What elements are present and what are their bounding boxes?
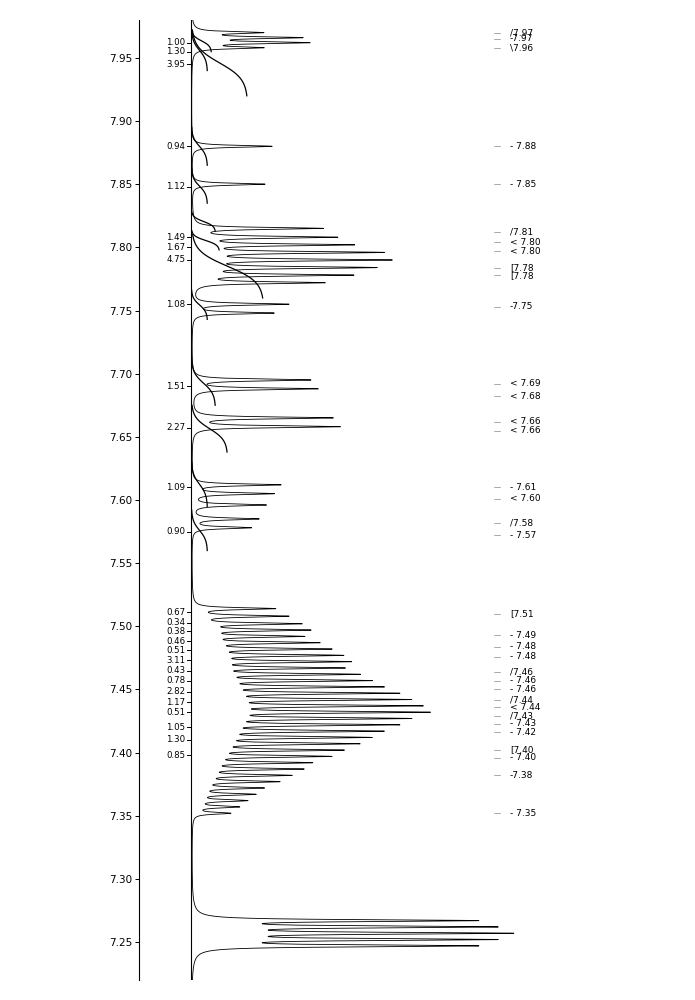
Text: [7.78: [7.78 [510,263,534,272]
Text: < 7.69: < 7.69 [510,379,541,388]
Text: /7.58: /7.58 [510,518,533,527]
Text: 0.78: 0.78 [166,676,186,685]
Text: - 7.48: - 7.48 [510,652,536,661]
Text: -7.38: -7.38 [510,771,533,780]
Text: -7.97: -7.97 [510,34,533,43]
Text: 1.00: 1.00 [166,38,186,47]
Text: - 7.48: - 7.48 [510,642,536,651]
Text: 0.67: 0.67 [166,608,186,617]
Text: 0.94: 0.94 [166,142,186,151]
Text: [7.78: [7.78 [510,271,534,280]
Text: 1.05: 1.05 [166,723,186,732]
Text: < 7.80: < 7.80 [510,238,541,247]
Text: - 7.61: - 7.61 [510,483,536,492]
Text: 1.08: 1.08 [166,300,186,309]
Text: 2.82: 2.82 [166,687,186,696]
Text: < 7.80: < 7.80 [510,247,541,256]
Text: < 7.68: < 7.68 [510,392,541,401]
Text: 1.30: 1.30 [166,47,186,56]
Text: 4.75: 4.75 [166,255,186,264]
Text: < 7.66: < 7.66 [510,426,541,435]
Text: 0.90: 0.90 [166,527,186,536]
Text: 1.67: 1.67 [166,243,186,252]
Text: 0.43: 0.43 [166,666,186,675]
Text: 1.17: 1.17 [166,698,186,707]
Text: 1.30: 1.30 [166,736,186,744]
Text: [7.40: [7.40 [510,746,533,755]
Text: - 7.40: - 7.40 [510,753,536,762]
Text: - 7.57: - 7.57 [510,531,536,540]
Text: 0.34: 0.34 [166,618,186,627]
Text: - 7.35: - 7.35 [510,809,536,818]
Text: 3.95: 3.95 [166,60,186,69]
Text: - 7.85: - 7.85 [510,180,536,189]
Text: 0.51: 0.51 [166,646,186,655]
Text: /7.46: /7.46 [510,667,533,676]
Text: 3.11: 3.11 [166,656,186,665]
Text: < 7.60: < 7.60 [510,494,541,503]
Text: - 7.88: - 7.88 [510,142,536,151]
Text: 0.51: 0.51 [166,708,186,717]
Text: 0.85: 0.85 [166,751,186,760]
Text: 2.27: 2.27 [166,424,186,432]
Text: - 7.43: - 7.43 [510,719,536,728]
Text: - 7.46: - 7.46 [510,685,536,694]
Text: < 7.66: < 7.66 [510,417,541,426]
Text: < 7.44: < 7.44 [510,703,540,712]
Text: 0.46: 0.46 [166,637,186,646]
Text: /7.81: /7.81 [510,228,533,237]
Text: 0.38: 0.38 [166,627,186,636]
Text: 1.49: 1.49 [166,233,186,242]
Text: \7.96: \7.96 [510,43,533,52]
Text: /7.97: /7.97 [510,28,533,37]
Text: /7.44: /7.44 [510,695,533,704]
Text: 1.51: 1.51 [166,382,186,391]
Text: 1.09: 1.09 [166,483,186,492]
Text: /7.43: /7.43 [510,712,533,720]
Text: -7.75: -7.75 [510,302,533,311]
Text: - 7.49: - 7.49 [510,631,536,640]
Text: 1.12: 1.12 [166,182,186,191]
Text: - 7.42: - 7.42 [510,728,536,737]
Text: [7.51: [7.51 [510,609,534,618]
Text: - 7.46: - 7.46 [510,676,536,685]
